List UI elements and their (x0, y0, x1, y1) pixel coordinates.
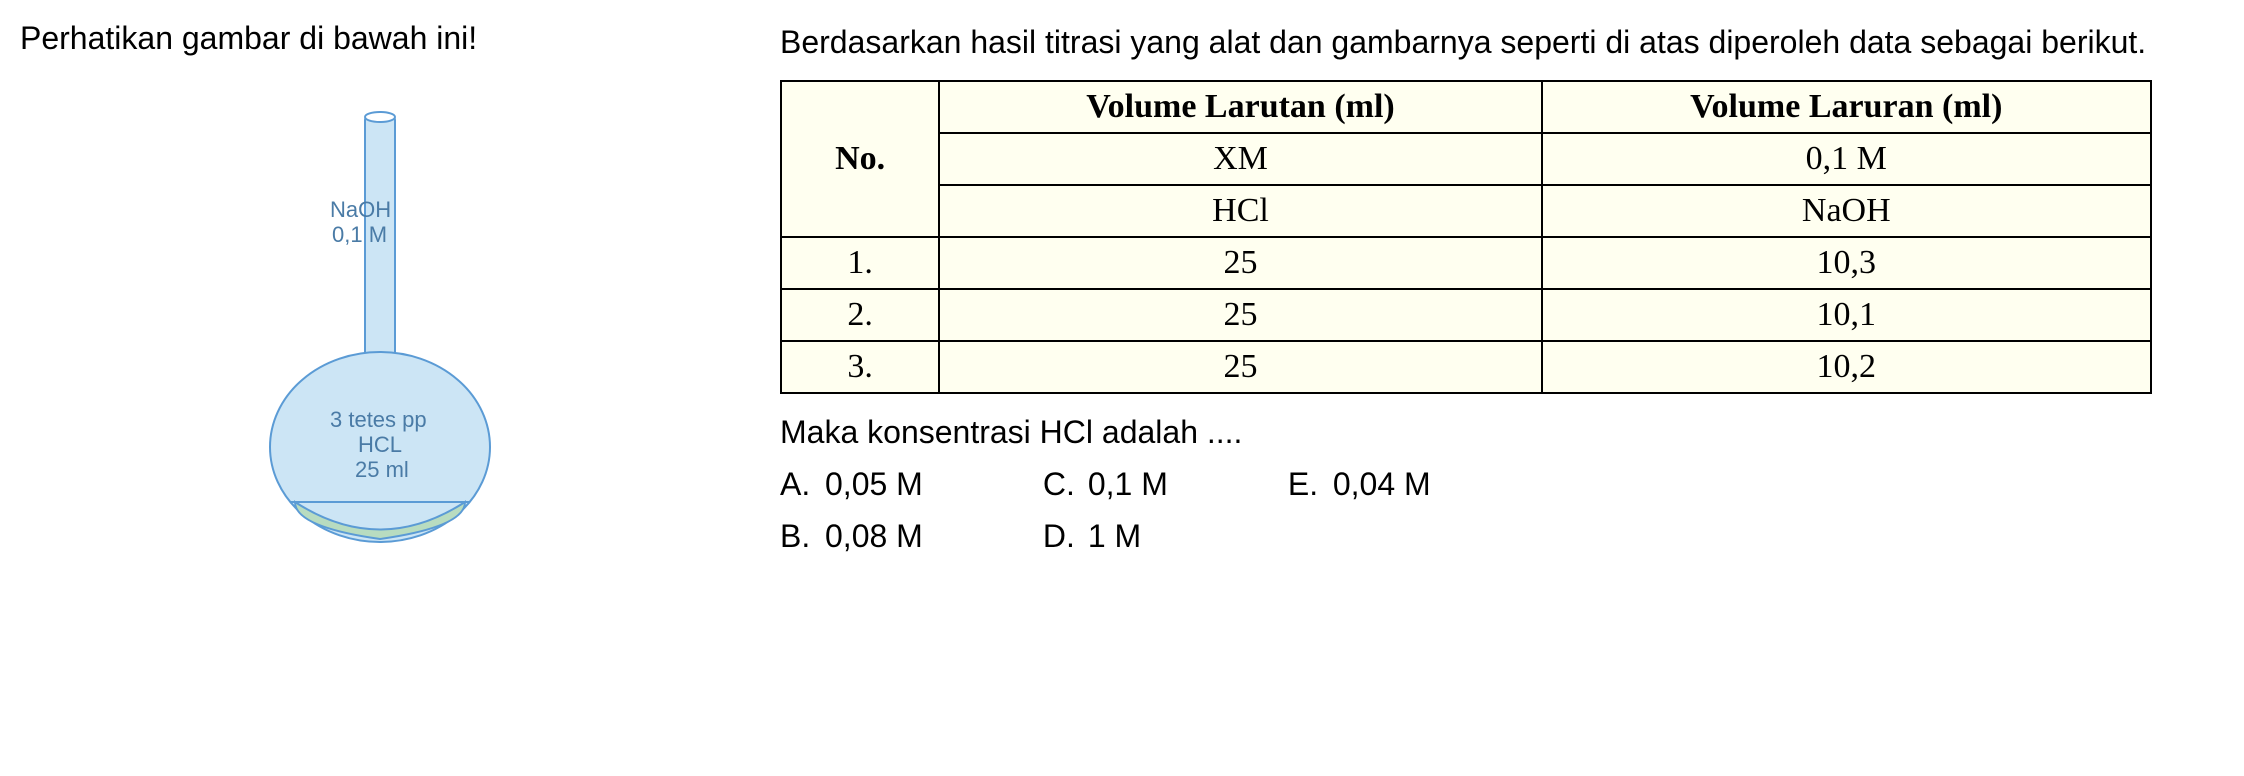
instruction-text: Perhatikan gambar di bawah ini! (20, 20, 477, 57)
table-row-hcl: 25 (939, 289, 1542, 341)
table-row-no: 1. (781, 237, 939, 289)
table-header-row: No. Volume Larutan (ml) Volume Laruran (… (781, 81, 2151, 133)
option-b-value: 0,08 M (825, 518, 923, 555)
table-header-col1: Volume Larutan (ml) (939, 81, 1542, 133)
table-subheader-row-2: HCl NaOH (781, 185, 2151, 237)
table-row-no: 2. (781, 289, 939, 341)
option-column-2: C. 0,1 M D. 1 M (1043, 466, 1168, 555)
option-c-value: 0,1 M (1088, 466, 1168, 503)
option-d-value: 1 M (1088, 518, 1141, 555)
flask-body-label-2: HCL (358, 432, 402, 457)
table-row-hcl: 25 (939, 237, 1542, 289)
table-row: 3. 25 10,2 (781, 341, 2151, 393)
table-header-no: No. (781, 81, 939, 237)
option-e-value: 0,04 M (1333, 466, 1431, 503)
table-sub1-col2: 0,1 M (1542, 133, 2151, 185)
table-sub1-col1: XM (939, 133, 1542, 185)
option-a: A. 0,05 M (780, 466, 923, 503)
flask-body-label-1: 3 tetes pp (330, 407, 427, 432)
option-d: D. 1 M (1043, 518, 1168, 555)
flask-neck-label-2: 0,1 M (332, 222, 387, 247)
option-a-value: 0,05 M (825, 466, 923, 503)
flask-diagram: NaOH 0,1 M 3 tetes pp HCL 25 ml (240, 107, 520, 557)
table-row-hcl: 25 (939, 341, 1542, 393)
option-d-label: D. (1043, 518, 1073, 555)
flask-svg: NaOH 0,1 M 3 tetes pp HCL 25 ml (240, 107, 520, 557)
option-c-label: C. (1043, 466, 1073, 503)
option-e-label: E. (1288, 466, 1318, 503)
table-row-no: 3. (781, 341, 939, 393)
table-header-col2: Volume Laruran (ml) (1542, 81, 2151, 133)
table-row: 2. 25 10,1 (781, 289, 2151, 341)
titration-table: No. Volume Larutan (ml) Volume Laruran (… (780, 80, 2152, 394)
table-row-naoh: 10,1 (1542, 289, 2151, 341)
main-container: Perhatikan gambar di bawah ini! NaOH 0,1… (20, 20, 2224, 557)
question-text: Maka konsentrasi HCl adalah .... (780, 414, 2224, 451)
option-b-label: B. (780, 518, 810, 555)
option-a-label: A. (780, 466, 810, 503)
table-row: 1. 25 10,3 (781, 237, 2151, 289)
flask-neck-label-1: NaOH (330, 197, 391, 222)
option-e: E. 0,04 M (1288, 466, 1431, 503)
table-sub2-col1: HCl (939, 185, 1542, 237)
table-row-naoh: 10,3 (1542, 237, 2151, 289)
option-column-3: E. 0,04 M (1288, 466, 1431, 555)
table-row-naoh: 10,2 (1542, 341, 2151, 393)
description-text: Berdasarkan hasil titrasi yang alat dan … (780, 20, 2224, 65)
option-b: B. 0,08 M (780, 518, 923, 555)
table-sub2-col2: NaOH (1542, 185, 2151, 237)
table-subheader-row-1: XM 0,1 M (781, 133, 2151, 185)
right-column: Berdasarkan hasil titrasi yang alat dan … (780, 20, 2224, 557)
options-container: A. 0,05 M B. 0,08 M C. 0,1 M D. 1 M (780, 466, 2224, 555)
option-column-1: A. 0,05 M B. 0,08 M (780, 466, 923, 555)
option-c: C. 0,1 M (1043, 466, 1168, 503)
flask-body-label-3: 25 ml (355, 457, 409, 482)
left-column: Perhatikan gambar di bawah ini! NaOH 0,1… (20, 20, 740, 557)
